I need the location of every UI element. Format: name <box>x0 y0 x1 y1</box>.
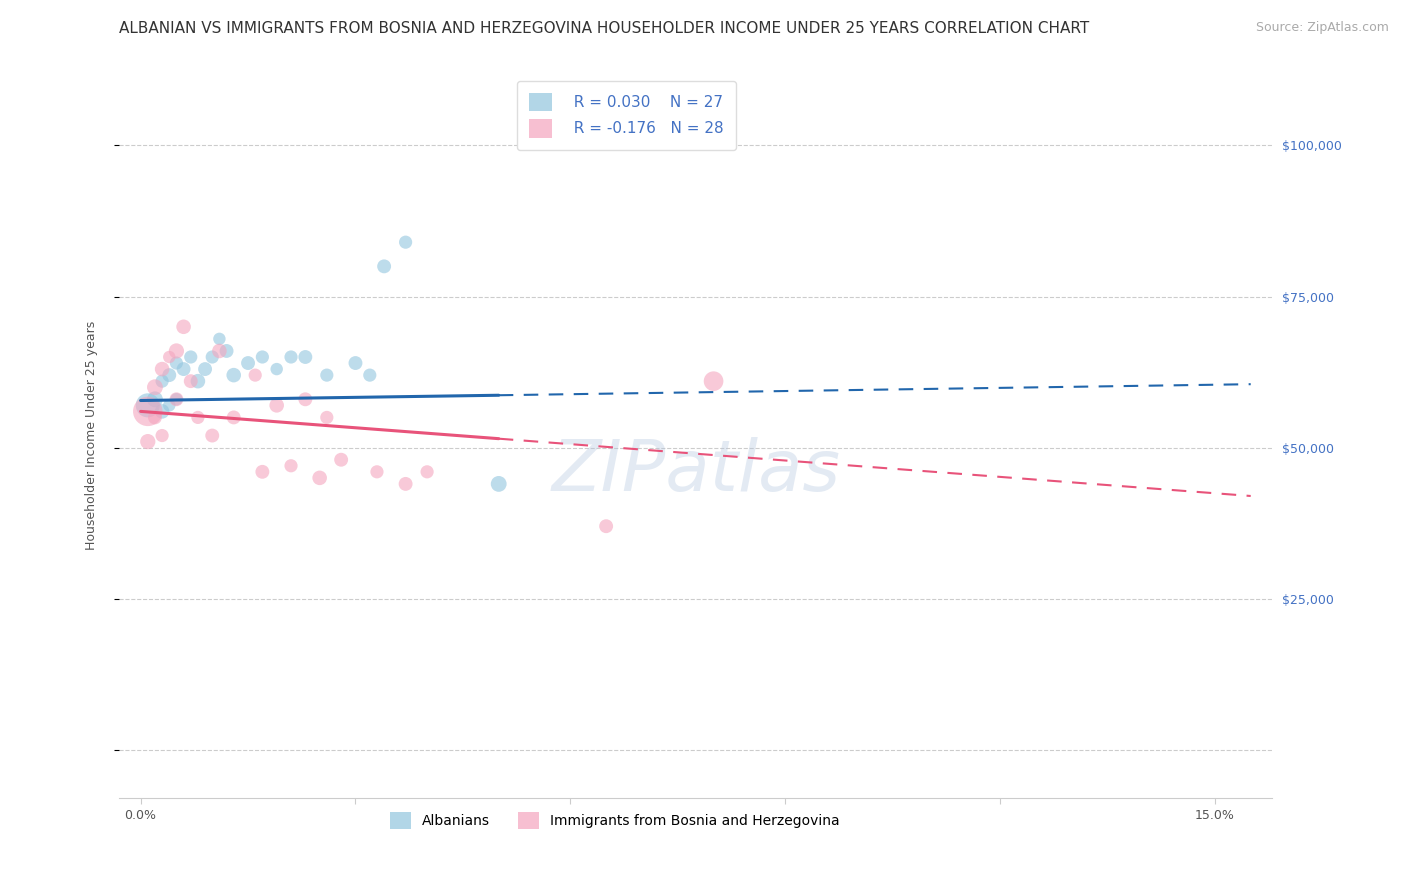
Point <box>215 343 238 358</box>
Point <box>150 362 173 376</box>
Point <box>136 404 159 418</box>
Point <box>366 465 388 479</box>
Point <box>266 362 288 376</box>
Point <box>222 410 245 425</box>
Point <box>315 410 337 425</box>
Point <box>150 428 173 442</box>
Point <box>165 343 187 358</box>
Point <box>294 350 316 364</box>
Point <box>143 380 166 394</box>
Point <box>201 350 224 364</box>
Point <box>330 452 353 467</box>
Point <box>703 374 725 388</box>
Point <box>143 410 166 425</box>
Point <box>222 368 245 383</box>
Point <box>201 428 224 442</box>
Point <box>150 404 173 418</box>
Point <box>187 374 209 388</box>
Point <box>394 476 416 491</box>
Point <box>136 434 159 449</box>
Point <box>173 362 195 376</box>
Point <box>294 392 316 407</box>
Point <box>143 392 166 407</box>
Point <box>180 374 202 388</box>
Point <box>157 350 180 364</box>
Point <box>150 374 173 388</box>
Point <box>595 519 617 533</box>
Point <box>208 343 231 358</box>
Point <box>245 368 267 383</box>
Point <box>359 368 381 383</box>
Point <box>308 471 330 485</box>
Point <box>266 398 288 412</box>
Text: ZIPatlas: ZIPatlas <box>551 437 841 507</box>
Point <box>416 465 439 479</box>
Text: ALBANIAN VS IMMIGRANTS FROM BOSNIA AND HERZEGOVINA HOUSEHOLDER INCOME UNDER 25 Y: ALBANIAN VS IMMIGRANTS FROM BOSNIA AND H… <box>120 21 1090 36</box>
Point <box>173 319 195 334</box>
Point <box>180 350 202 364</box>
Point <box>373 260 395 274</box>
Y-axis label: Householder Income Under 25 years: Householder Income Under 25 years <box>86 321 98 550</box>
Point <box>165 392 187 407</box>
Point <box>165 356 187 370</box>
Point <box>157 398 180 412</box>
Point <box>157 368 180 383</box>
Legend: Albanians, Immigrants from Bosnia and Herzegovina: Albanians, Immigrants from Bosnia and He… <box>385 806 845 835</box>
Point <box>187 410 209 425</box>
Point <box>488 476 510 491</box>
Point <box>394 235 416 250</box>
Point <box>315 368 337 383</box>
Point <box>344 356 367 370</box>
Text: Source: ZipAtlas.com: Source: ZipAtlas.com <box>1256 21 1389 34</box>
Point <box>165 392 187 407</box>
Point <box>280 458 302 473</box>
Point <box>280 350 302 364</box>
Point <box>136 398 159 412</box>
Point <box>252 465 274 479</box>
Point <box>208 332 231 346</box>
Point <box>236 356 259 370</box>
Point <box>194 362 217 376</box>
Point <box>252 350 274 364</box>
